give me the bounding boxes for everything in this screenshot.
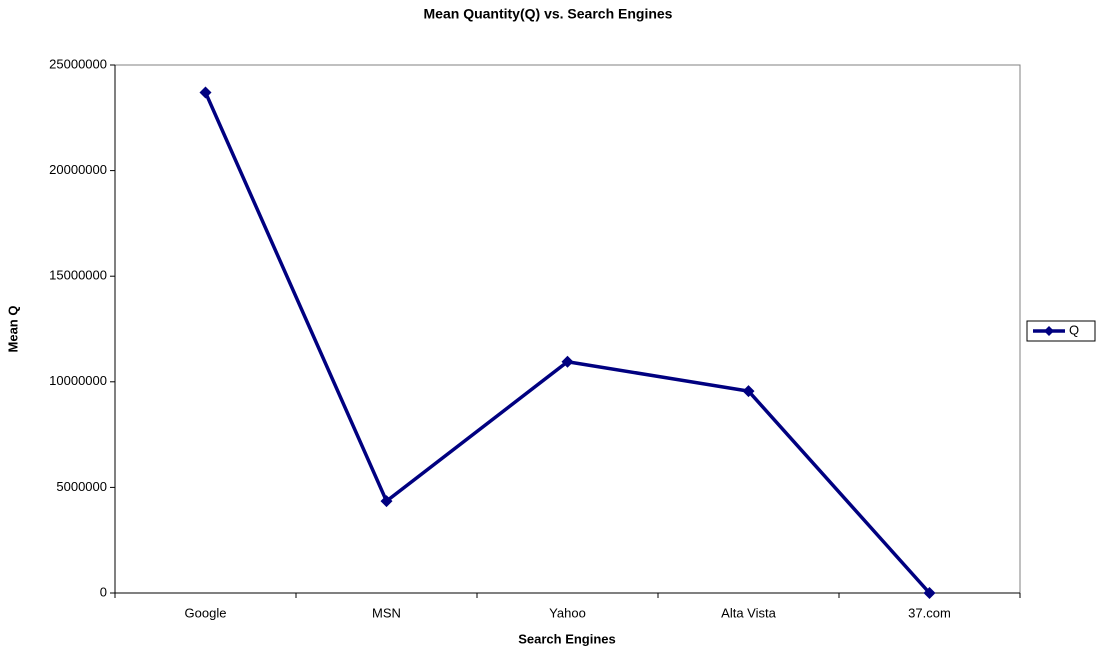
data-point [561, 355, 574, 368]
chart-title: Mean Quantity(Q) vs. Search Engines [424, 6, 673, 22]
y-tick-label: 15000000 [49, 268, 107, 283]
legend-label: Q [1069, 322, 1079, 337]
series-line [203, 91, 931, 595]
x-tick-label: Google [185, 605, 227, 620]
plot-area [114, 64, 1021, 594]
data-point [380, 495, 393, 508]
y-tick-label: 5000000 [56, 479, 107, 494]
data-point [923, 587, 936, 599]
legend-marker [1044, 326, 1054, 336]
x-tick-label: Yahoo [549, 605, 586, 620]
data-point [742, 385, 755, 398]
x-tick-label: Alta Vista [721, 605, 776, 620]
y-tick-label: 10000000 [49, 373, 107, 388]
x-tick-label: MSN [372, 605, 401, 620]
y-tick-label: 0 [100, 584, 107, 599]
y-axis-title: Mean Q [5, 306, 20, 353]
y-tick-label: 25000000 [49, 56, 107, 71]
x-tick-label: 37.com [908, 605, 951, 620]
y-tick-label: 20000000 [49, 162, 107, 177]
x-axis-title: Search Engines [518, 631, 616, 646]
data-point [199, 86, 212, 99]
